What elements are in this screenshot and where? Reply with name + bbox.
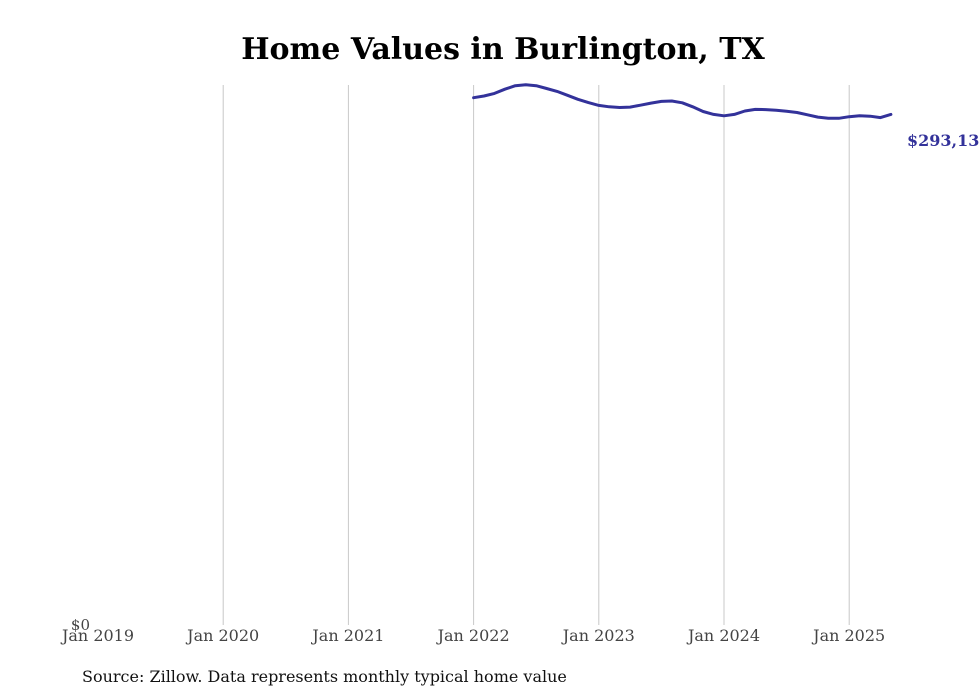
x-tick-label: Jan 2020 [185, 626, 259, 645]
source-note: Source: Zillow. Data represents monthly … [82, 667, 567, 686]
y-axis-tick-label: $0 [71, 616, 90, 634]
series-end-label: $293,134 [907, 131, 980, 150]
x-axis-ticks: Jan 2019 Jan 2020 Jan 2021 Jan 2022 Jan 2023… [60, 626, 885, 645]
x-tick-label: Jan 2021 [310, 626, 384, 645]
x-tick-label: Jan 2022 [436, 626, 510, 645]
x-tick-label: Jan 2023 [561, 626, 635, 645]
series-line-home-value [472, 83, 893, 120]
x-tick-label: Jan 2024 [686, 626, 760, 645]
gridlines [222, 85, 850, 625]
chart-title: Home Values in Burlington, TX [241, 32, 765, 67]
x-tick-label: Jan 2019 [60, 626, 134, 645]
x-tick-label: Jan 2025 [811, 626, 885, 645]
